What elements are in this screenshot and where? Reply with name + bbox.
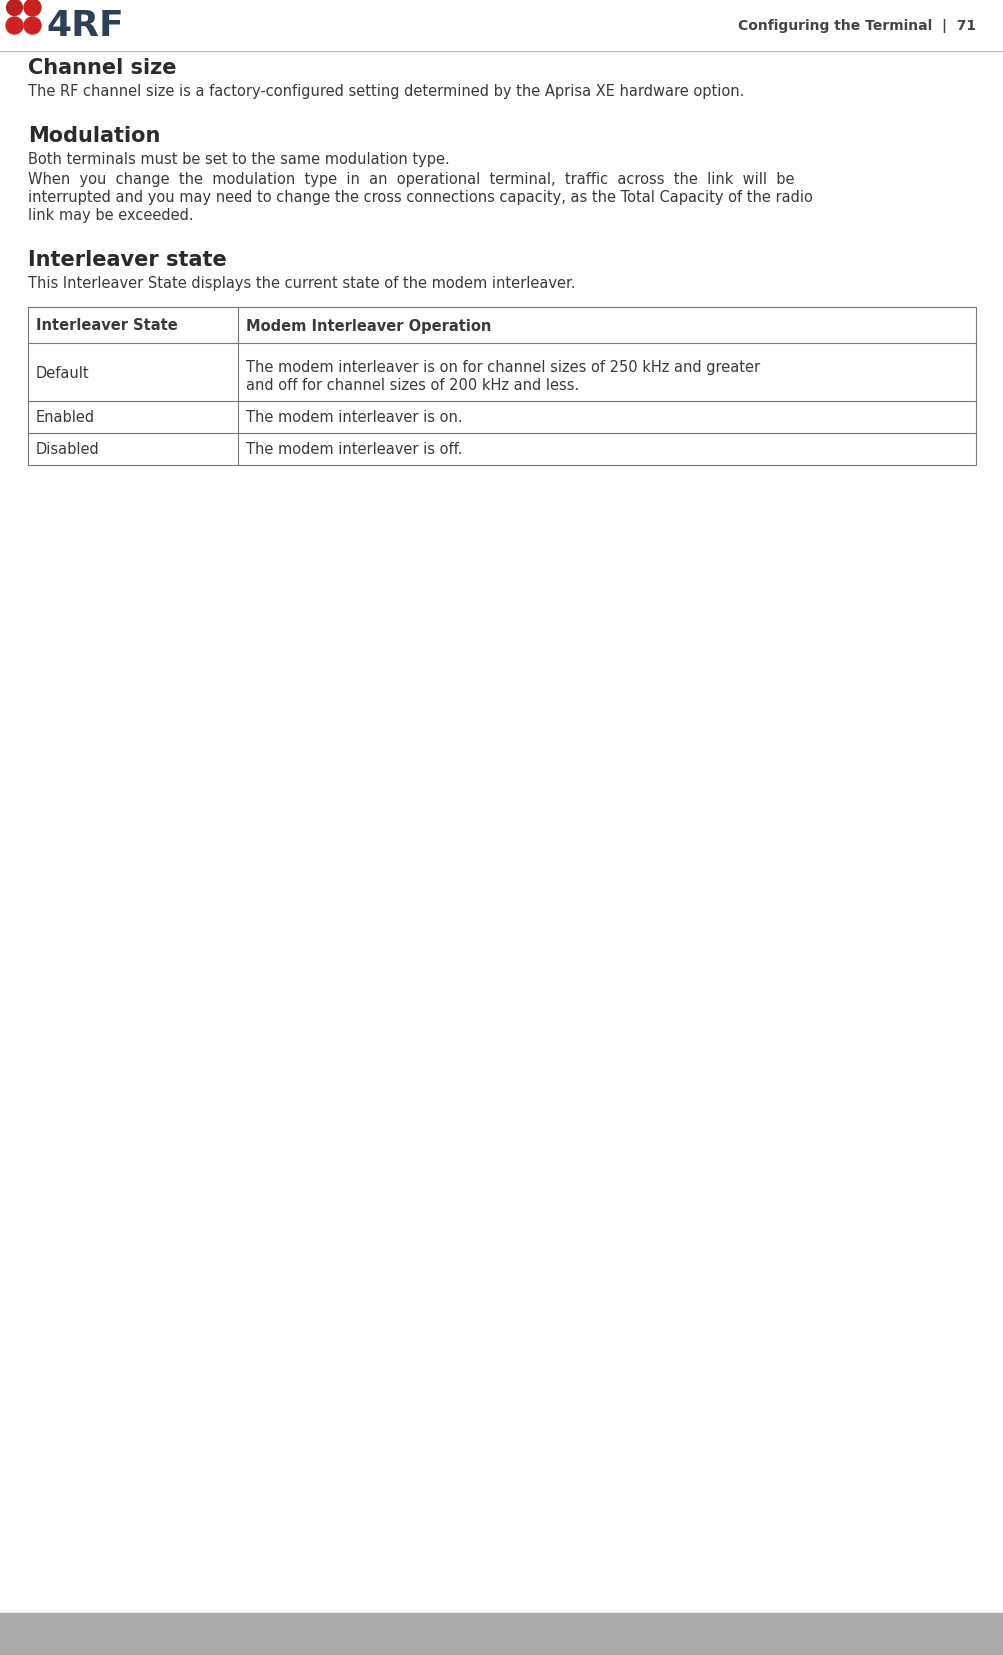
Point (24, 13, 40, 40)
Text: Modem Interleaver Operation: Modem Interleaver Operation (246, 318, 490, 333)
Point (6, 0, 22, 22)
Text: Default: Default (36, 366, 89, 381)
Text: 4RF: 4RF (46, 8, 123, 43)
Text: and off for channel sizes of 200 kHz and less.: and off for channel sizes of 200 kHz and… (246, 379, 579, 394)
Text: Channel size: Channel size (28, 58, 177, 78)
Text: interrupted and you may need to change the cross connections capacity, as the To: interrupted and you may need to change t… (28, 190, 812, 205)
Text: Modulation: Modulation (28, 126, 160, 146)
Text: Interleaver state: Interleaver state (28, 250, 227, 270)
Text: Aprisa XE User Manual: Aprisa XE User Manual (423, 1627, 580, 1642)
Text: The modem interleaver is on for channel sizes of 250 kHz and greater: The modem interleaver is on for channel … (246, 361, 759, 376)
Text: Configuring the Terminal  |  71: Configuring the Terminal | 71 (737, 18, 975, 33)
Text: The RF channel size is a factory-configured setting determined by the Aprisa XE : The RF channel size is a factory-configu… (28, 84, 743, 99)
Text: Interleaver State: Interleaver State (36, 318, 178, 333)
Point (24, 0, 40, 22)
Text: When  you  change  the  modulation  type  in  an  operational  terminal,  traffi: When you change the modulation type in a… (28, 172, 793, 187)
Text: This Interleaver State displays the current state of the modem interleaver.: This Interleaver State displays the curr… (28, 276, 575, 291)
Text: Disabled: Disabled (36, 442, 99, 457)
Text: link may be exceeded.: link may be exceeded. (28, 209, 194, 223)
Bar (0, 1614, 1003, 1655)
Bar (28, 308, 975, 465)
Point (6, 13, 22, 40)
Text: Enabled: Enabled (36, 410, 95, 425)
Text: Both terminals must be set to the same modulation type.: Both terminals must be set to the same m… (28, 152, 449, 167)
Text: The modem interleaver is off.: The modem interleaver is off. (246, 442, 462, 457)
Text: The modem interleaver is on.: The modem interleaver is on. (246, 410, 462, 425)
